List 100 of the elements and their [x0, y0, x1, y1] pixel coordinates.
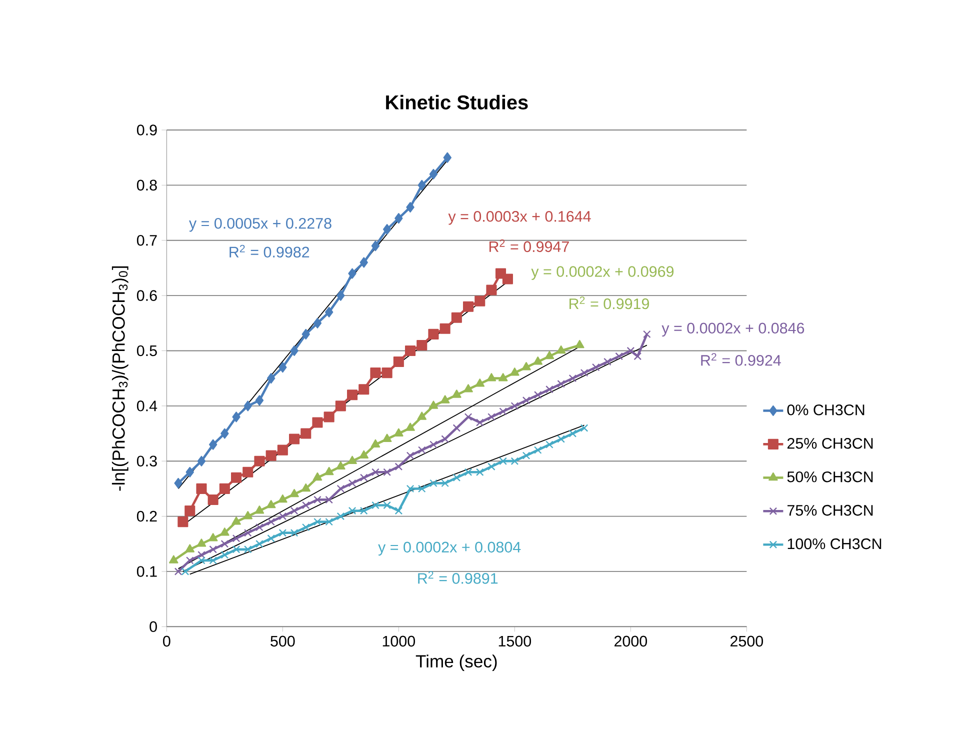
- annotation: R$^{2}$ = 0.9924: [701, 353, 781, 366]
- point: [184, 505, 196, 516]
- point: [441, 435, 449, 443]
- x-tick-label: 2500: [730, 636, 764, 647]
- point: [430, 440, 438, 448]
- point: [255, 395, 264, 406]
- point: [198, 556, 206, 564]
- point: [488, 413, 496, 421]
- point: [278, 512, 287, 520]
- point: [290, 506, 298, 515]
- point: [232, 412, 240, 422]
- point: [278, 362, 287, 373]
- annotation: y = 0.0002x + 0.0969: [531, 266, 674, 280]
- point: [430, 479, 438, 488]
- point: [534, 390, 542, 399]
- point: [580, 424, 588, 432]
- point: [243, 511, 253, 520]
- point: [360, 474, 368, 482]
- annotation: y = 0.0002x + 0.0846: [662, 322, 804, 337]
- point: [557, 435, 565, 443]
- point: [464, 384, 473, 392]
- point: [382, 434, 392, 442]
- point: [266, 373, 276, 384]
- point: [302, 501, 310, 510]
- point: [502, 274, 513, 284]
- point: [336, 512, 345, 520]
- point: [336, 461, 346, 470]
- point: [185, 544, 195, 552]
- point: [568, 374, 577, 382]
- annotation: y = 0.0002x + 0.0804: [378, 542, 521, 556]
- point: [406, 452, 414, 460]
- point: [475, 378, 485, 387]
- point: [406, 202, 414, 213]
- point: [510, 368, 520, 376]
- point: [383, 468, 391, 476]
- point: [568, 430, 577, 438]
- point: [371, 240, 380, 252]
- point: [556, 345, 566, 354]
- point: [256, 540, 264, 548]
- point: [440, 395, 450, 404]
- point: [486, 284, 497, 296]
- legend-label: 50% CH3CN: [787, 471, 873, 482]
- point: [474, 296, 486, 306]
- point: [634, 352, 642, 360]
- point: [546, 440, 554, 448]
- point: [324, 306, 334, 318]
- point: [254, 456, 265, 466]
- y-tick-label: 0.1: [136, 566, 157, 577]
- x-tick-label: 500: [270, 636, 295, 647]
- point: [557, 380, 565, 388]
- x-tick-label: 1000: [382, 636, 416, 647]
- point: [314, 518, 322, 526]
- point: [533, 356, 543, 365]
- annotation: R$^{2}$ = 0.9982: [230, 244, 310, 258]
- point: [325, 496, 333, 504]
- point: [290, 488, 299, 498]
- annotation: y = 0.0003x + 0.1644: [448, 211, 591, 225]
- point: [417, 412, 427, 420]
- point: [232, 534, 240, 542]
- annotation: R$^{2}$ = 0.9891: [418, 571, 498, 584]
- point: [464, 468, 472, 476]
- point: [231, 472, 242, 483]
- point: [242, 466, 254, 478]
- y-tick-label: 0.8: [136, 180, 157, 191]
- point: [394, 462, 403, 471]
- point: [348, 479, 356, 488]
- y-tick-label: 0.2: [136, 510, 157, 522]
- point: [196, 483, 207, 494]
- point: [336, 290, 345, 301]
- point: [302, 523, 310, 532]
- point: [499, 408, 507, 416]
- point: [498, 373, 508, 382]
- point: [267, 518, 275, 526]
- point: [574, 340, 584, 348]
- annotation: R$^{2}$ = 0.9919: [570, 296, 649, 310]
- point: [418, 484, 426, 493]
- point: [580, 368, 588, 377]
- point: [370, 368, 381, 378]
- point: [510, 402, 519, 410]
- point: [174, 478, 182, 488]
- annotation: y = 0.0005x + 0.2278: [188, 218, 332, 232]
- annotation: R$^{2}$ = 0.9947: [489, 239, 569, 252]
- point: [244, 545, 252, 554]
- point: [358, 384, 370, 395]
- chart-title: Kinetic Studies: [386, 94, 528, 110]
- point: [278, 494, 288, 503]
- point: [186, 556, 194, 564]
- point: [168, 555, 178, 564]
- point: [209, 556, 217, 564]
- point: [546, 385, 554, 394]
- point: [178, 516, 188, 528]
- point: [197, 456, 206, 466]
- point: [429, 168, 438, 180]
- point: [325, 518, 333, 526]
- point: [181, 568, 190, 576]
- point: [300, 428, 312, 439]
- point: [441, 479, 449, 488]
- point: [643, 330, 651, 338]
- point: [220, 540, 229, 548]
- point: [522, 452, 530, 460]
